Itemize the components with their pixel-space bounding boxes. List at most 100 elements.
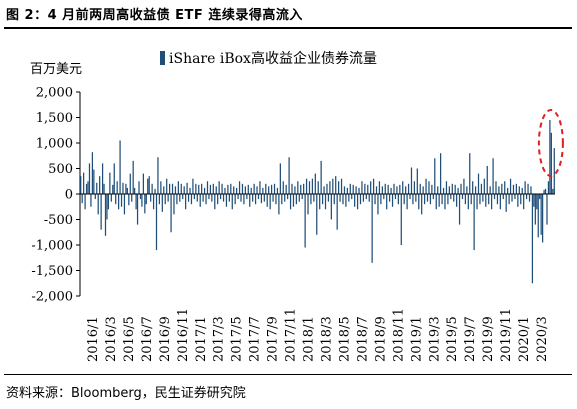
data-bar bbox=[257, 194, 260, 200]
x-tick-label: 2017/9 bbox=[266, 316, 281, 362]
data-bar bbox=[166, 178, 168, 194]
data-bar bbox=[351, 194, 353, 200]
data-bar bbox=[327, 194, 330, 202]
source-rule bbox=[4, 374, 572, 375]
data-bar bbox=[129, 173, 131, 194]
x-tick-label: 2019/3 bbox=[427, 316, 442, 362]
data-bar bbox=[273, 183, 276, 194]
data-bar bbox=[288, 157, 290, 194]
data-bar bbox=[466, 186, 468, 194]
data-bar bbox=[115, 194, 117, 205]
data-bar bbox=[247, 184, 249, 194]
data-bar bbox=[463, 178, 465, 194]
data-bar bbox=[498, 186, 500, 194]
data-bar bbox=[173, 194, 175, 215]
data-bar bbox=[343, 186, 346, 194]
data-bar bbox=[485, 194, 487, 207]
data-bar bbox=[396, 186, 398, 194]
data-bar bbox=[150, 194, 152, 202]
data-bar bbox=[426, 194, 429, 202]
data-bar bbox=[182, 194, 184, 200]
data-bar bbox=[83, 172, 85, 194]
data-bar bbox=[352, 184, 354, 194]
data-bar bbox=[262, 187, 264, 194]
data-bar bbox=[523, 194, 525, 210]
data-bar bbox=[372, 178, 375, 194]
data-bar bbox=[539, 194, 541, 200]
x-tick-label: 2018/9 bbox=[373, 316, 388, 362]
data-bar bbox=[550, 132, 552, 194]
data-bar bbox=[514, 194, 516, 200]
data-bar bbox=[238, 181, 241, 194]
data-bar bbox=[219, 194, 222, 200]
data-bar bbox=[399, 184, 401, 194]
data-bar bbox=[303, 183, 305, 194]
data-bar bbox=[228, 194, 230, 202]
data-bar bbox=[547, 181, 550, 194]
y-tick-label: 1,500 bbox=[36, 111, 73, 126]
data-bar bbox=[91, 152, 94, 194]
data-bar bbox=[185, 194, 187, 210]
data-bar bbox=[435, 194, 437, 210]
data-bar bbox=[279, 163, 281, 194]
legend-swatch bbox=[160, 51, 165, 65]
data-bar bbox=[113, 163, 115, 194]
data-bar bbox=[147, 178, 149, 194]
data-bar bbox=[203, 187, 206, 194]
data-bar bbox=[301, 194, 303, 200]
data-bar bbox=[422, 186, 424, 194]
data-bar bbox=[338, 181, 340, 194]
data-bar bbox=[486, 165, 488, 194]
data-bar bbox=[157, 157, 159, 194]
data-bar bbox=[336, 194, 338, 230]
data-bar bbox=[85, 183, 88, 194]
y-tick-label: 500 bbox=[48, 162, 73, 177]
data-bar bbox=[230, 183, 232, 194]
data-bar bbox=[329, 181, 331, 194]
data-bar bbox=[94, 194, 96, 200]
data-bar bbox=[196, 194, 198, 202]
data-bar bbox=[212, 183, 214, 194]
data-bar bbox=[259, 181, 261, 194]
data-bar bbox=[356, 194, 359, 210]
data-bar bbox=[276, 187, 279, 194]
data-bar bbox=[170, 194, 172, 233]
data-bar bbox=[193, 194, 195, 200]
y-tick-label: -1,000 bbox=[31, 239, 73, 254]
data-bar bbox=[161, 194, 163, 212]
data-bar bbox=[321, 194, 324, 205]
data-bar bbox=[148, 176, 150, 194]
data-bar bbox=[380, 194, 382, 205]
data-bar bbox=[482, 194, 484, 202]
y-tick-label: 2,000 bbox=[36, 86, 73, 101]
data-bar bbox=[400, 194, 402, 245]
data-bar bbox=[237, 194, 239, 200]
x-tick-label: 2018/1 bbox=[302, 316, 317, 362]
data-bar bbox=[339, 194, 341, 202]
data-bar bbox=[483, 178, 485, 194]
data-bar bbox=[167, 194, 169, 202]
data-bar bbox=[540, 194, 542, 235]
data-bar bbox=[444, 194, 446, 210]
data-bar bbox=[393, 183, 395, 194]
data-bar bbox=[97, 194, 99, 215]
data-bar bbox=[292, 194, 295, 207]
data-bar bbox=[100, 194, 102, 230]
data-bar bbox=[190, 194, 193, 205]
data-bar bbox=[158, 194, 161, 205]
data-bar bbox=[453, 194, 455, 202]
data-bar bbox=[501, 183, 503, 194]
data-bar bbox=[533, 194, 535, 207]
data-bar bbox=[389, 194, 391, 202]
data-bar bbox=[457, 187, 459, 194]
data-bar bbox=[272, 194, 274, 202]
data-bar bbox=[176, 194, 178, 205]
data-bar bbox=[125, 183, 127, 194]
data-bar bbox=[505, 194, 507, 212]
data-bar bbox=[348, 194, 350, 202]
x-tick-label: 2019/7 bbox=[463, 316, 478, 362]
data-bar bbox=[429, 194, 432, 205]
data-bar bbox=[416, 168, 418, 194]
data-bar bbox=[480, 183, 483, 194]
data-bar bbox=[499, 194, 501, 210]
